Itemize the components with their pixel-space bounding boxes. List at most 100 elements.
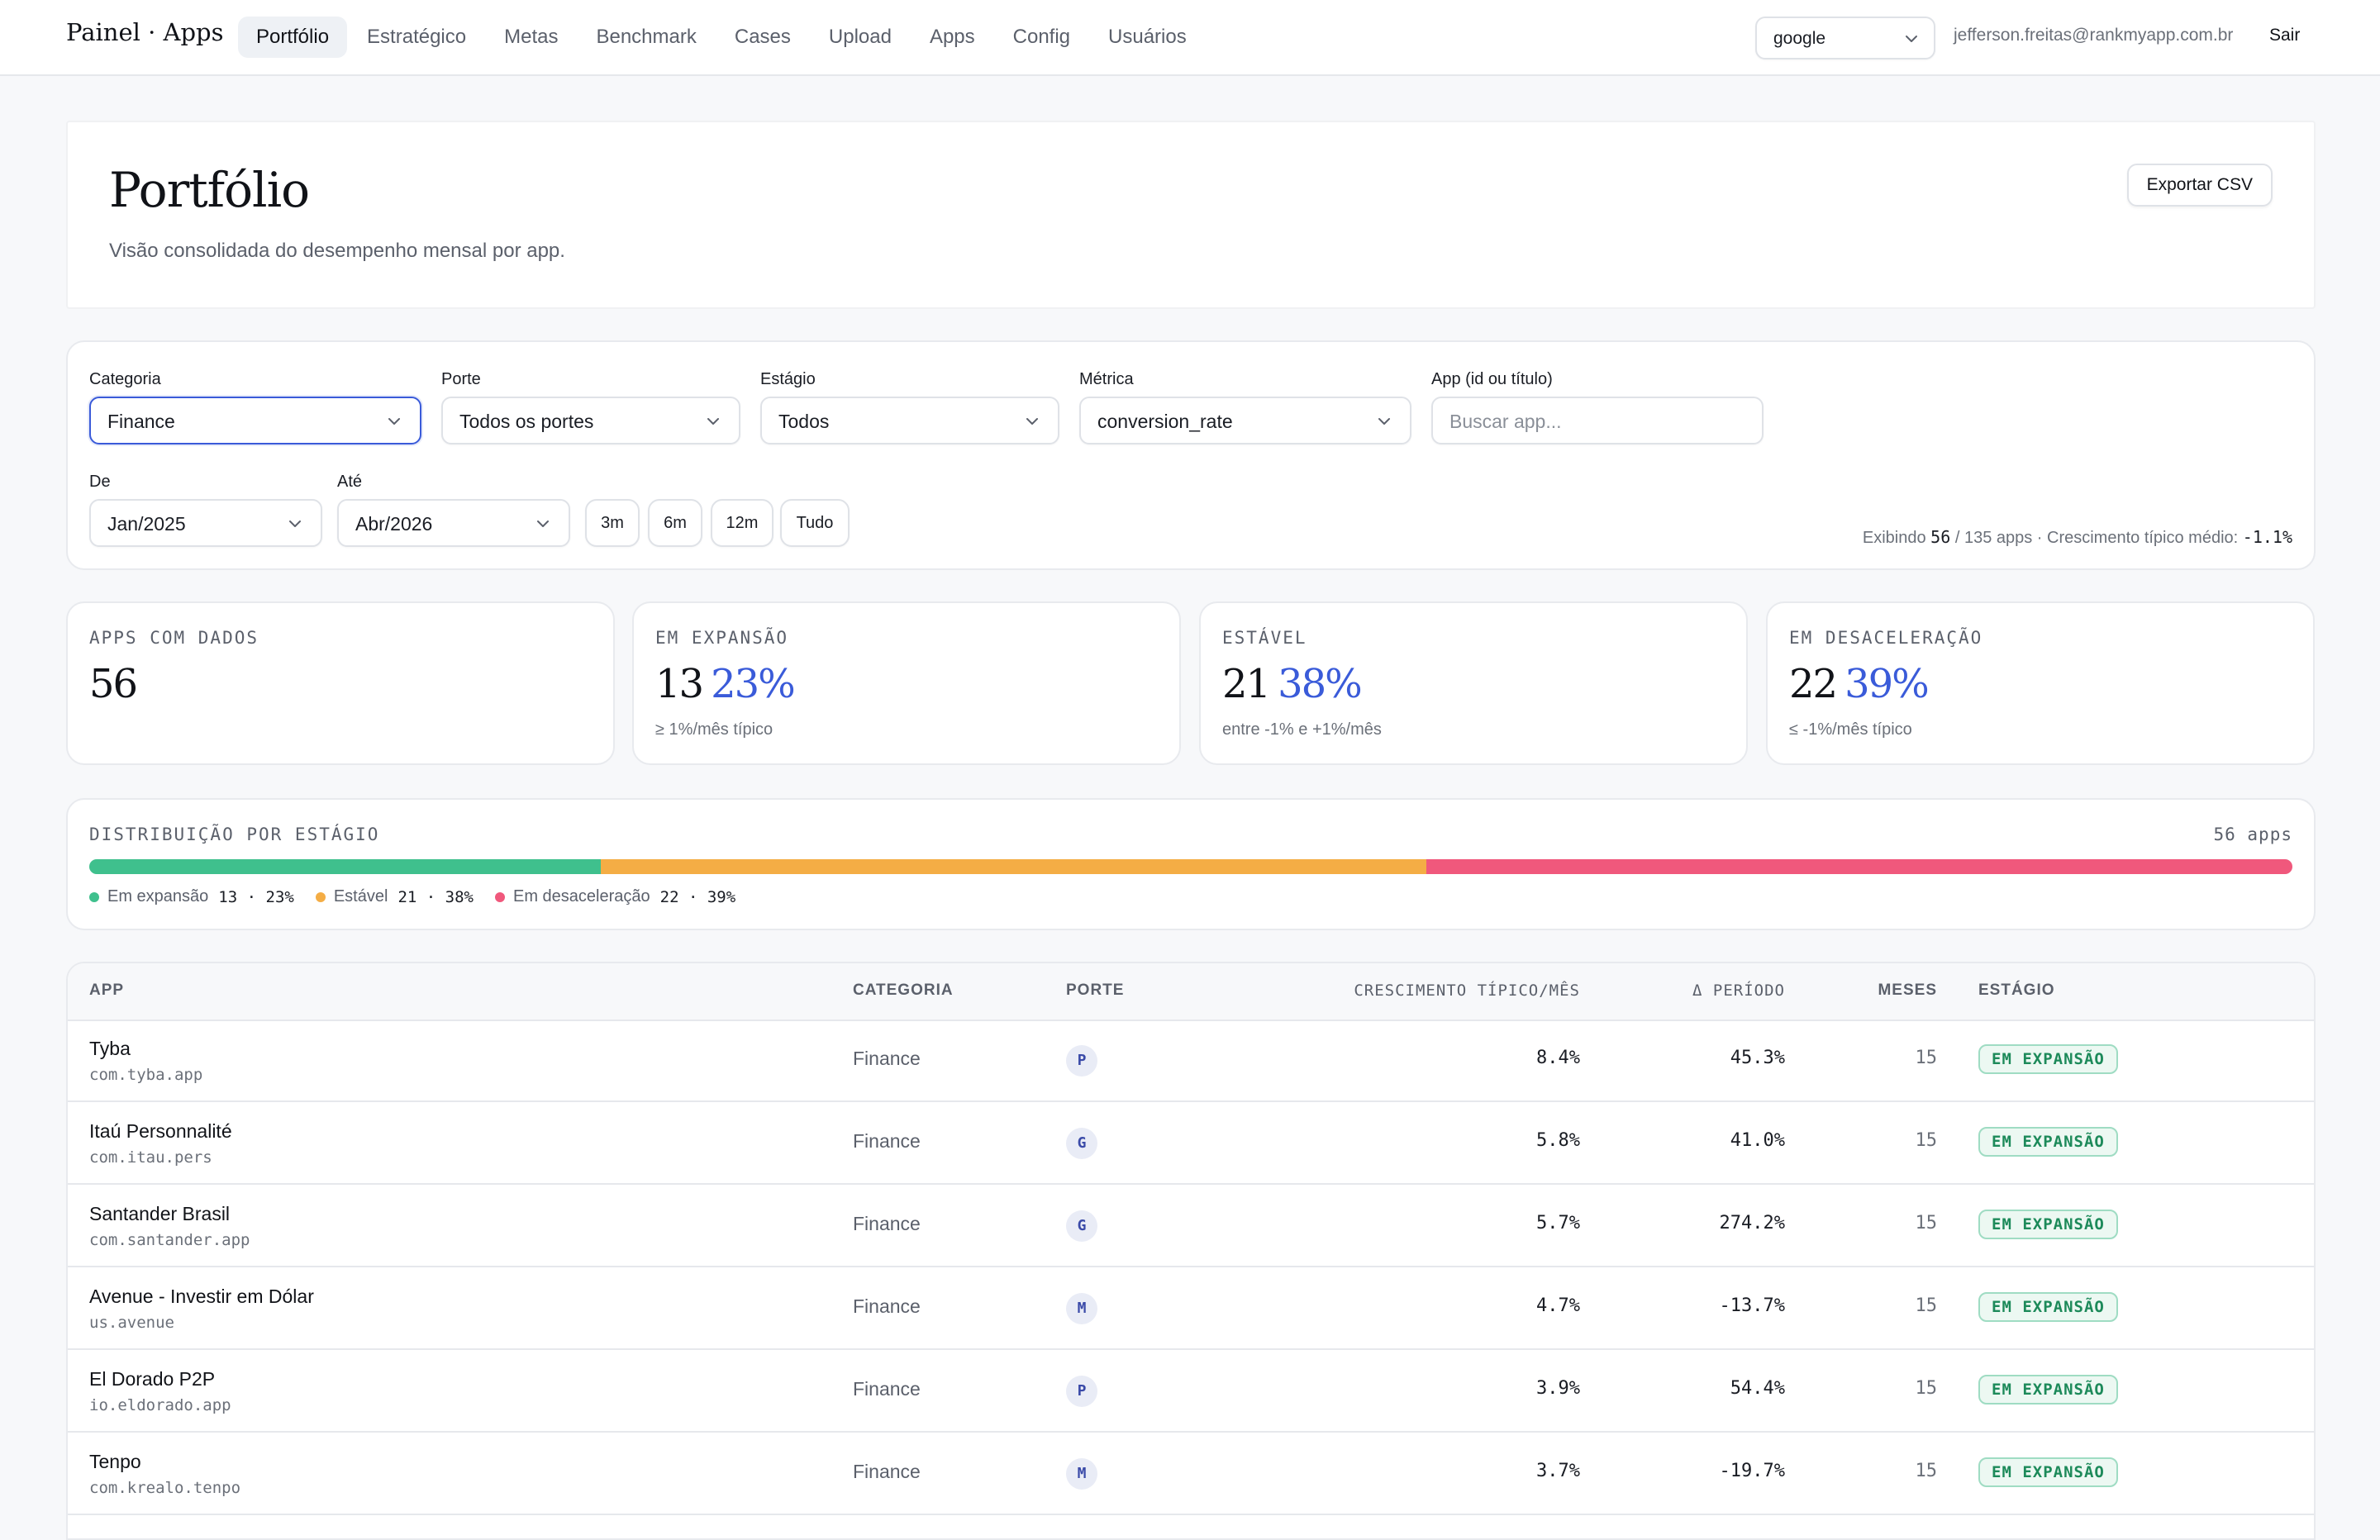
size-badge: G — [1066, 1210, 1097, 1242]
column-header-app[interactable]: APP — [89, 982, 125, 999]
store-select-value: google — [1773, 29, 1826, 48]
porte-label: Porte — [441, 370, 481, 388]
legend-percent: 39% — [707, 887, 736, 906]
column-header-categoria[interactable]: CATEGORIA — [853, 982, 954, 999]
legend-item-expansao: Em expansão 13 · 23% — [89, 887, 294, 906]
typical-growth: 3.9% — [1536, 1378, 1580, 1399]
table-row[interactable]: El Dorado P2P io.eldorado.app Finance P … — [68, 1350, 2314, 1433]
range-3m-button[interactable]: 3m — [585, 499, 640, 547]
results-summary-total: / 135 apps · Crescimento típico médio: — [1954, 529, 2239, 547]
range-12m-button[interactable]: 12m — [711, 499, 774, 547]
distribution-segment-estavel — [600, 859, 1427, 874]
nav-item-config[interactable]: Config — [1012, 26, 1071, 48]
categoria-select[interactable]: Finance — [89, 397, 421, 444]
distribution-segment-expansao — [89, 859, 601, 874]
nav-item-benchmark[interactable]: Benchmark — [596, 26, 697, 48]
de-label: De — [89, 473, 111, 491]
table-header: APP CATEGORIA PORTE CRESCIMENTO TÍPICO/M… — [68, 963, 2314, 1021]
stat-note: ≤ -1%/mês típico — [1789, 720, 1912, 739]
estagio-select[interactable]: Todos — [760, 397, 1059, 444]
stat-label: APPS COM DADOS — [89, 628, 259, 648]
column-header-porte[interactable]: PORTE — [1066, 982, 1125, 999]
app-category: Finance — [853, 1295, 921, 1317]
app-category: Finance — [853, 1213, 921, 1234]
distribution-segment-desaceleracao — [1426, 859, 2292, 874]
chevron-down-icon — [1026, 418, 1038, 425]
nav-item-usuarios[interactable]: Usuários — [1108, 26, 1187, 48]
app-category: Finance — [853, 1461, 921, 1482]
table-row[interactable]: Santander Brasil com.santander.app Finan… — [68, 1185, 2314, 1267]
column-header-meses[interactable]: MESES — [1878, 982, 1937, 999]
table-row[interactable]: Tenpo com.krealo.tenpo Finance M 3.7% -1… — [68, 1433, 2314, 1515]
stat-value: 22 39% — [1789, 661, 1930, 707]
estagio-select-value: Todos — [778, 411, 830, 432]
table-row[interactable]: Avenue - Investir em Dólar us.avenue Fin… — [68, 1267, 2314, 1350]
stat-card-em-desaceleracao: EM DESACELERAÇÃO 22 39% ≤ -1%/mês típico — [1766, 601, 2315, 765]
metrica-select-value: conversion_rate — [1097, 411, 1233, 432]
stat-count: 56 — [89, 661, 138, 707]
table-row[interactable]: Tyba com.tyba.app Finance P 8.4% 45.3% 1… — [68, 1020, 2314, 1102]
distribution-bar — [89, 859, 2292, 874]
legend-percent: 23% — [265, 887, 294, 906]
ate-select[interactable]: Abr/2026 — [337, 499, 570, 547]
stat-count: 13 — [655, 661, 704, 707]
app-id: com.krealo.tenpo — [89, 1479, 241, 1497]
logout-button[interactable]: Sair — [2269, 26, 2301, 45]
range-all-button[interactable]: Tudo — [780, 499, 850, 547]
brand-logo[interactable]: Painel · Apps — [66, 18, 224, 46]
months-count: 15 — [1915, 1378, 1938, 1399]
de-select[interactable]: Jan/2025 — [89, 499, 322, 547]
estagio-label: Estágio — [760, 370, 816, 388]
stage-badge: EM EXPANSÃO — [1978, 1457, 2118, 1487]
distribution-legend: Em expansão 13 · 23% Estável 21 · 38% Em… — [89, 887, 757, 906]
export-csv-button[interactable]: Exportar CSV — [2126, 164, 2273, 207]
app-id: com.itau.pers — [89, 1148, 212, 1167]
ate-select-value: Abr/2026 — [355, 513, 433, 535]
nav-item-upload[interactable]: Upload — [828, 26, 892, 48]
typical-growth: 8.4% — [1536, 1048, 1580, 1068]
app-category: Finance — [853, 1378, 921, 1400]
table-row[interactable]: Itaú Personnalité com.itau.pers Finance … — [68, 1102, 2314, 1185]
app-name: Tyba — [89, 1038, 131, 1059]
legend-count: 22 — [659, 887, 679, 906]
stat-note: entre -1% e +1%/mês — [1222, 720, 1382, 739]
period-delta: 41.0% — [1730, 1130, 1785, 1151]
column-header-crescimento[interactable]: CRESCIMENTO TÍPICO/MÊS — [1354, 982, 1580, 1000]
stat-percent: 23% — [711, 661, 796, 707]
categoria-select-value: Finance — [107, 411, 175, 432]
stage-badge: EM EXPANSÃO — [1978, 1375, 2118, 1405]
stat-value: 21 38% — [1222, 661, 1363, 707]
period-delta: -19.7% — [1719, 1461, 1785, 1481]
nav-item-metas[interactable]: Metas — [504, 26, 559, 48]
stat-percent: 39% — [1844, 661, 1930, 707]
legend-item-estavel: Estável 21 · 38% — [315, 887, 474, 906]
distribution-count: 56 apps — [2213, 825, 2292, 844]
chevron-down-icon — [1906, 36, 1917, 42]
nav-item-apps[interactable]: Apps — [929, 26, 975, 48]
app-name: Itaú Personnalité — [89, 1120, 232, 1142]
chevron-down-icon — [1378, 418, 1390, 425]
app-id: io.eldorado.app — [89, 1396, 231, 1414]
nav-item-portfolio[interactable]: Portfólio — [238, 17, 348, 58]
store-select[interactable]: google — [1755, 17, 1935, 59]
legend-values: 22 · 39% — [659, 887, 736, 906]
results-summary-prefix: Exibindo — [1862, 529, 1926, 547]
legend-item-desaceleracao: Em desaceleração 22 · 39% — [494, 887, 736, 906]
legend-dot — [315, 891, 326, 902]
column-header-estagio[interactable]: ESTÁGIO — [1978, 982, 2055, 999]
app-id: com.santander.app — [89, 1231, 250, 1249]
range-6m-button[interactable]: 6m — [648, 499, 702, 547]
typical-growth: 3.7% — [1536, 1461, 1580, 1481]
metrica-select[interactable]: conversion_rate — [1079, 397, 1411, 444]
nav-item-cases[interactable]: Cases — [734, 26, 791, 48]
period-delta: 45.3% — [1730, 1048, 1785, 1068]
app-search-input[interactable]: Buscar app... — [1431, 397, 1764, 444]
stat-card-em-expansao: EM EXPANSÃO 13 23% ≥ 1%/mês típico — [632, 601, 1181, 765]
months-count: 15 — [1915, 1048, 1938, 1068]
nav-item-estrategico[interactable]: Estratégico — [367, 26, 467, 48]
stat-value: 13 23% — [655, 661, 796, 707]
legend-count: 21 — [397, 887, 417, 906]
column-header-delta-periodo[interactable]: Δ PERÍODO — [1692, 982, 1785, 1000]
porte-select[interactable]: Todos os portes — [441, 397, 740, 444]
stage-badge: EM EXPANSÃO — [1978, 1292, 2118, 1322]
